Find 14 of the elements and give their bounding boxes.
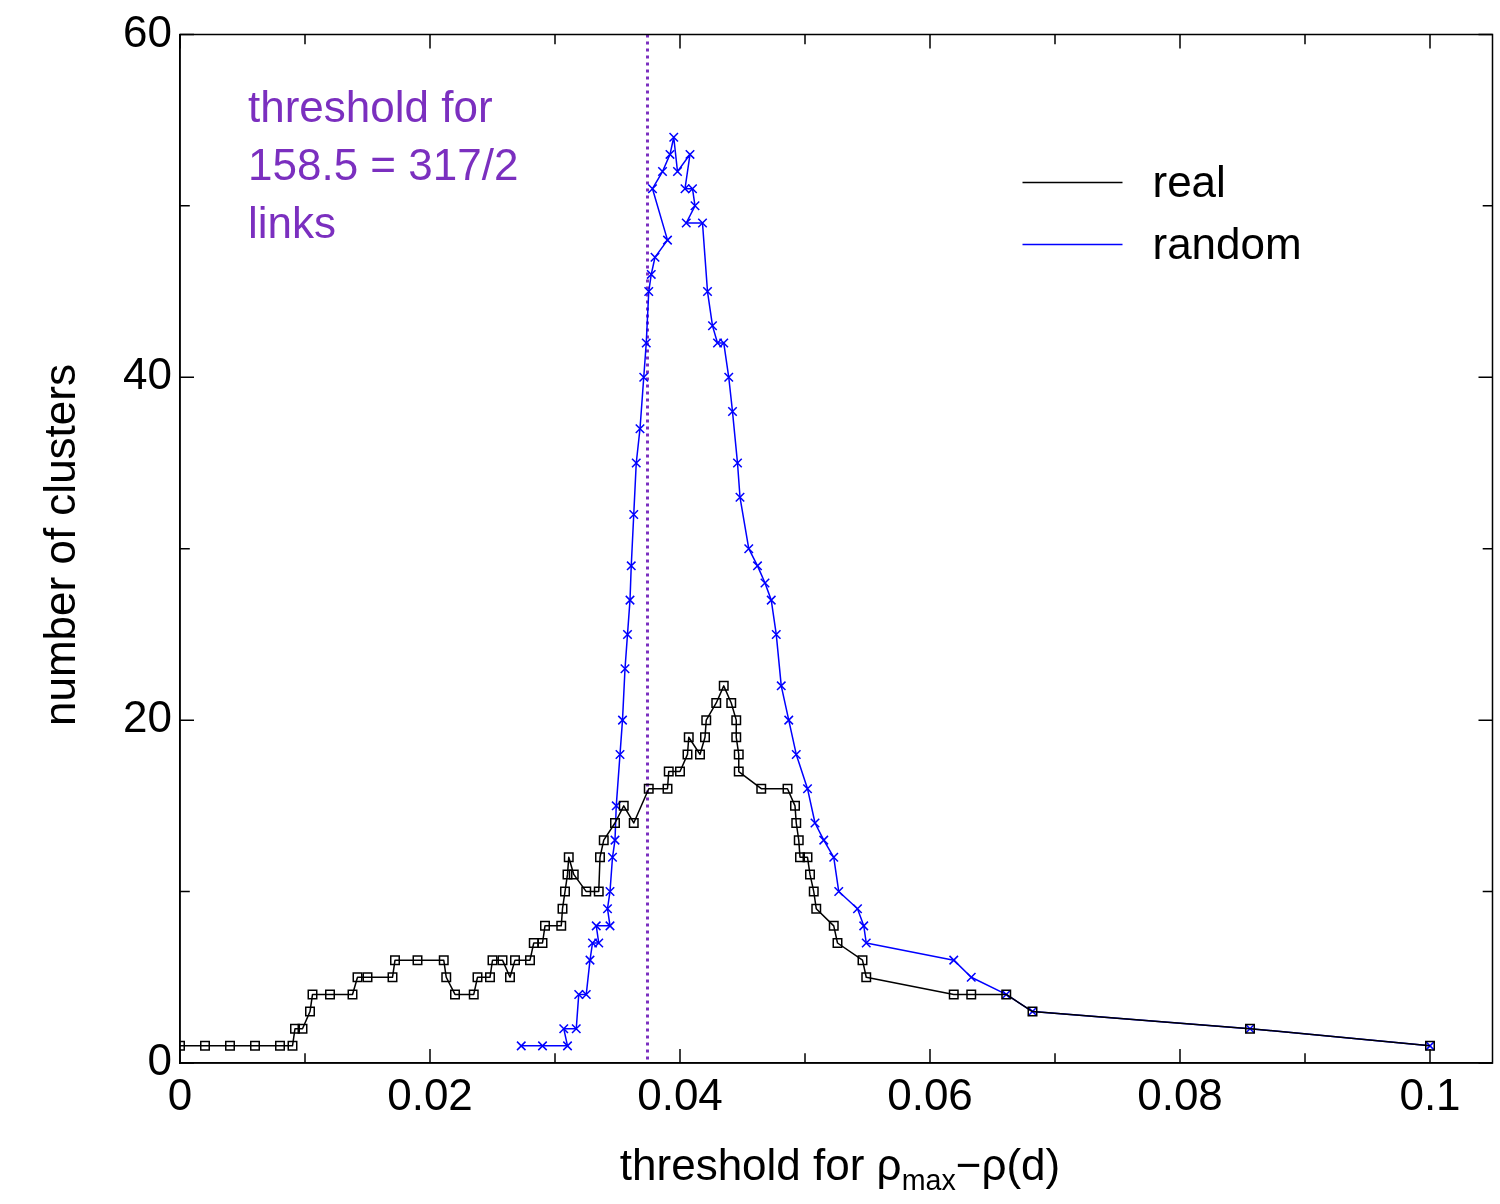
y-tick-label: 60 <box>123 6 172 56</box>
x-axis-title: threshold for ρ$_{max}$−ρ(d) <box>618 1140 1062 1197</box>
y-tick-label: 20 <box>123 692 172 742</box>
y-axis-title: number of clusters <box>35 364 85 726</box>
x-tick-label: 0.08 <box>1137 1069 1223 1119</box>
legend-label: real <box>1152 156 1226 206</box>
x-tick-label: 0.04 <box>637 1069 723 1119</box>
x-tick-label: 0.06 <box>887 1069 973 1119</box>
y-tick-label: 40 <box>123 349 172 399</box>
annotation: threshold for 158.5 = 317/2 links <box>248 82 519 248</box>
x-tick-label: 0.1 <box>1399 1069 1461 1119</box>
legend-label: random <box>1152 218 1302 268</box>
y-tick-label: 0 <box>147 1035 172 1085</box>
x-tick-label: 0.02 <box>387 1069 473 1119</box>
